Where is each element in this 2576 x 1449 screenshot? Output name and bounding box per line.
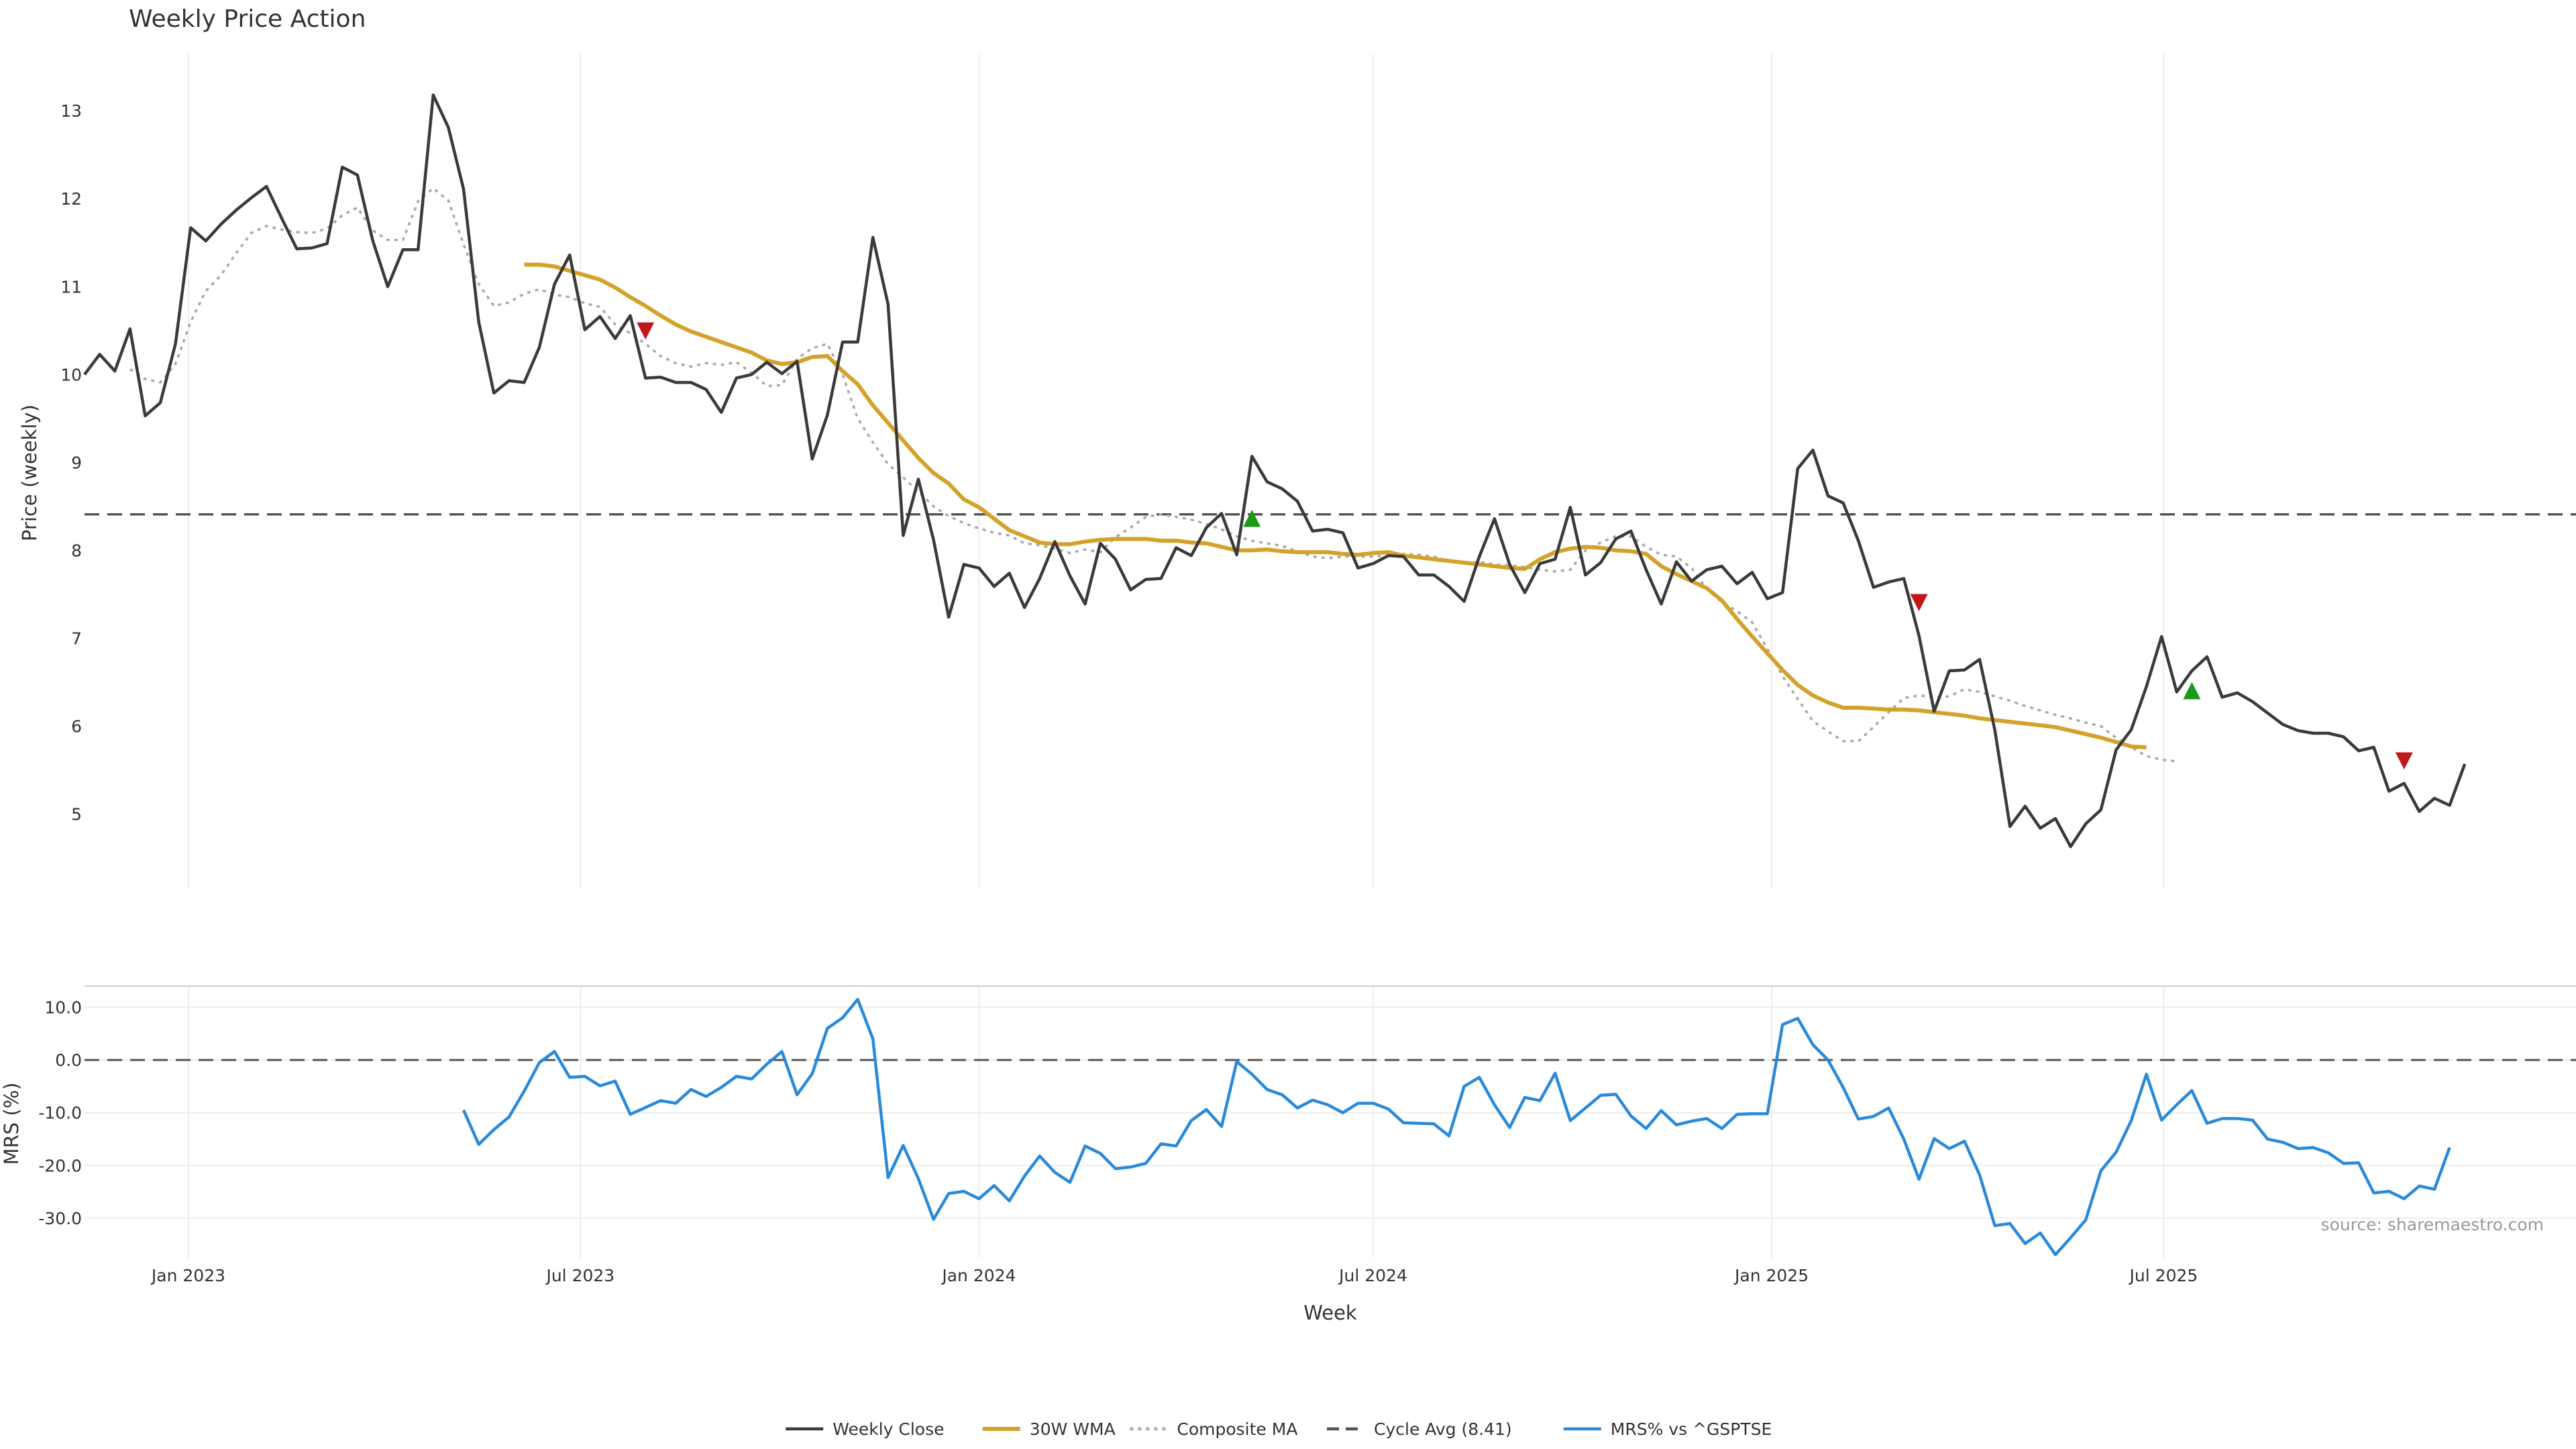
price-y-tick-label: 5	[71, 805, 82, 824]
mrs-y-tick-label: -30.0	[38, 1209, 82, 1228]
weekly-close-line	[83, 93, 2467, 849]
sell-signal-marker	[1910, 594, 1928, 612]
chart-legend: Weekly Close 30W WMA Composite MA Cycle Avg…	[786, 1419, 1772, 1439]
price-y-tick-label: 7	[71, 629, 82, 649]
x-tick-label: Jul 2025	[2129, 1266, 2198, 1285]
price-y-tick-label: 6	[71, 717, 82, 737]
mrs-y-axis-label: MRS (%)	[0, 1083, 23, 1165]
x-tick-label: Jul 2023	[545, 1266, 614, 1285]
legend-label-wma: 30W WMA	[1030, 1419, 1116, 1439]
mrs-y-axis: 10.0 0.0 -10.0 -20.0 -30.0	[38, 998, 82, 1228]
price-y-tick-label: 10	[60, 365, 82, 384]
x-tick-label: Jul 2024	[1338, 1266, 1407, 1285]
mrs-panel-series	[85, 998, 2576, 1256]
x-axis: Jan 2023 Jul 2023 Jan 2024 Jul 2024 Jan 2025…	[150, 1266, 2198, 1285]
sell-signal-marker	[637, 322, 655, 340]
price-y-axis-label: Price (weekly)	[18, 405, 41, 541]
price-y-axis: 5 6 7 8 9 10 11 12 13	[60, 101, 82, 824]
source-note: source: sharemaestro.com	[2321, 1215, 2544, 1234]
buy-signal-marker	[1243, 509, 1261, 527]
price-y-tick-label: 11	[60, 277, 82, 297]
wma-30w-line	[524, 262, 2147, 749]
buy-signal-marker	[2183, 682, 2201, 700]
price-y-tick-label: 12	[60, 189, 82, 209]
price-panel-grid	[188, 54, 2165, 889]
x-tick-label: Jan 2024	[941, 1266, 1016, 1285]
price-y-tick-label: 8	[71, 541, 82, 560]
x-tick-label: Jan 2023	[150, 1266, 225, 1285]
price-y-tick-label: 9	[71, 453, 82, 472]
mrs-y-tick-label: -20.0	[38, 1156, 82, 1175]
composite-ma-line	[129, 186, 2178, 763]
chart-title: Weekly Price Action	[129, 5, 366, 33]
x-tick-label: Jan 2025	[1733, 1266, 1809, 1285]
sell-signal-marker	[2395, 752, 2413, 770]
mrs-y-tick-label: 0.0	[55, 1051, 82, 1070]
legend-label-close: Weekly Close	[833, 1419, 944, 1439]
mrs-line	[462, 998, 2451, 1256]
legend-label-composite: Composite MA	[1177, 1419, 1297, 1439]
mrs-panel-grid	[85, 985, 2576, 1258]
price-panel-series	[83, 93, 2576, 849]
signal-markers	[637, 322, 2413, 770]
legend-label-mrs: MRS% vs ^GSPTSE	[1611, 1419, 1772, 1439]
mrs-y-tick-label: 10.0	[44, 998, 82, 1017]
mrs-y-tick-label: -10.0	[38, 1104, 82, 1123]
price-y-tick-label: 13	[60, 101, 82, 121]
legend-label-cycle: Cycle Avg (8.41)	[1374, 1419, 1512, 1439]
x-axis-label: Week	[1303, 1301, 1357, 1324]
